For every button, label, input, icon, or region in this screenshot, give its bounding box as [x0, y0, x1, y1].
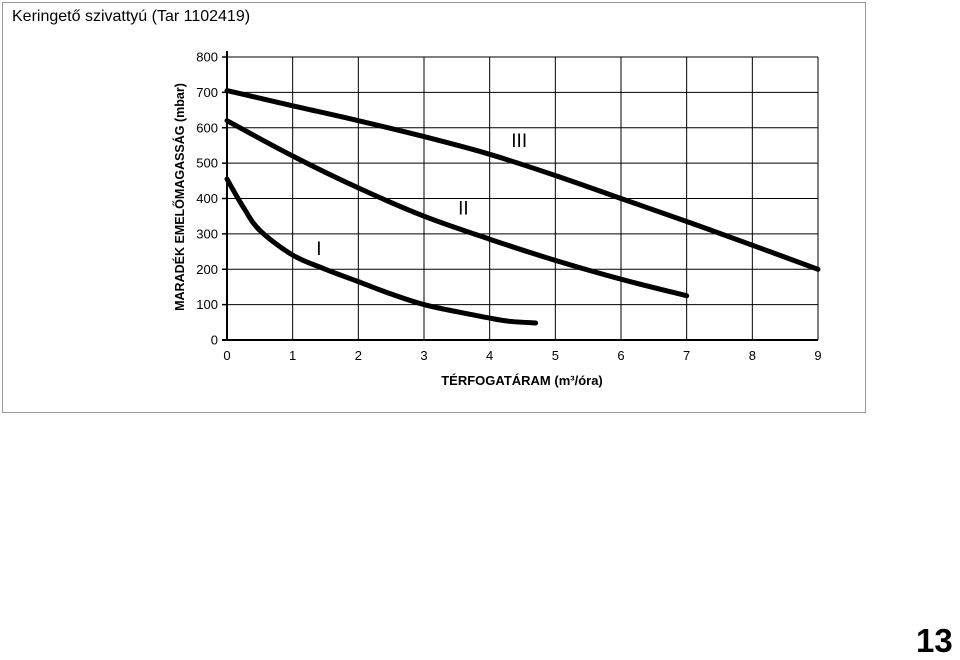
series-line-ii — [224, 118, 690, 299]
series-line-i — [224, 176, 539, 326]
axes — [222, 51, 818, 341]
x-tick-label: 8 — [749, 348, 756, 363]
x-tick-label: 2 — [355, 348, 362, 363]
y-tick-label: 800 — [196, 50, 218, 65]
y-tick-label: 700 — [196, 85, 218, 100]
series-line-iii — [224, 88, 821, 272]
x-tick-label: 1 — [289, 348, 296, 363]
y-tick-label: 500 — [196, 156, 218, 171]
y-tick-label: 100 — [196, 297, 218, 312]
grid — [227, 56, 819, 340]
page-title: Keringető szivattyú (Tar 1102419) — [12, 8, 251, 25]
x-tick-label: 4 — [486, 348, 493, 363]
x-tick-label: 5 — [552, 348, 559, 363]
series-label-ii: II — [458, 198, 469, 219]
y-tick-label: 600 — [196, 120, 218, 135]
page-number: 13 — [916, 622, 953, 659]
series-label-i: I — [316, 239, 321, 260]
series-label-iii: III — [511, 131, 527, 152]
y-tick-label: 300 — [196, 226, 218, 241]
series-lines — [224, 88, 821, 326]
y-tick-label: 0 — [211, 333, 218, 348]
x-tick-label: 7 — [683, 348, 690, 363]
y-tick-label: 200 — [196, 262, 218, 277]
x-tick-label: 3 — [420, 348, 427, 363]
chart-frame — [2, 2, 866, 413]
y-tick-label: 400 — [196, 191, 218, 206]
y-tick-labels: 0 100 200 300 400 500 600 700 800 — [196, 50, 218, 348]
x-axis-title: TÉRFOGATÁRAM (m³/óra) — [441, 373, 603, 388]
y-axis-title: MARADÉK EMELŐMAGASSÁG (mbar) — [173, 83, 187, 311]
x-tick-label: 6 — [617, 348, 624, 363]
x-tick-labels: 0 1 2 3 4 5 6 7 8 9 — [223, 348, 821, 363]
x-tick-label: 0 — [223, 348, 230, 363]
x-tick-label: 9 — [814, 348, 821, 363]
